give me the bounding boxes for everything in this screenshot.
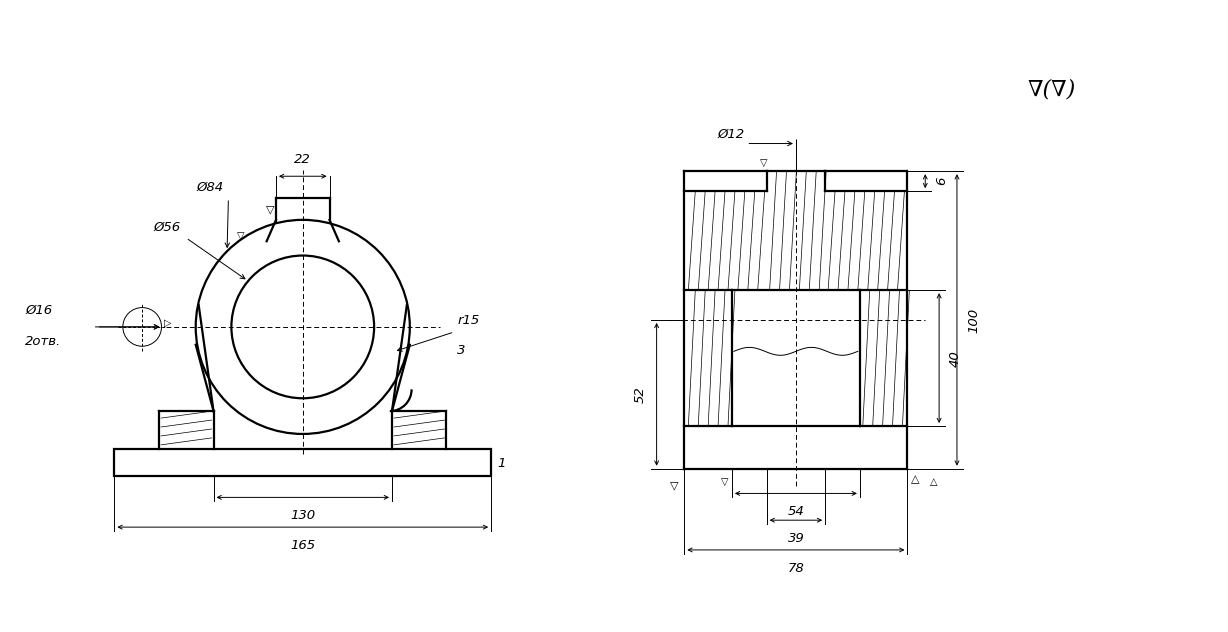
Text: ▽: ▽ [237,231,244,241]
Text: r15: r15 [457,314,480,327]
Text: 22: 22 [295,154,311,166]
Text: 1: 1 [497,457,506,470]
Text: ▽: ▽ [760,158,768,168]
Text: 40: 40 [949,349,962,367]
Text: 2отв.: 2отв. [26,335,61,348]
Text: Ø84: Ø84 [196,181,223,194]
Text: ∇(∇): ∇(∇) [1027,78,1076,100]
Text: 165: 165 [290,539,316,552]
Text: △: △ [911,475,920,485]
Text: 100: 100 [966,307,980,332]
Text: 52: 52 [634,386,647,403]
Bar [114,449,491,476]
Text: ▽: ▽ [670,480,678,490]
Text: △: △ [930,477,937,487]
Text: Ø12: Ø12 [717,128,744,140]
Text: Ø56: Ø56 [154,221,181,234]
Text: 54: 54 [787,506,804,518]
Text: 78: 78 [787,562,804,575]
Text: 130: 130 [290,509,316,522]
Text: ▷: ▷ [165,318,172,328]
Text: 3: 3 [457,344,465,356]
Text: ▽: ▽ [266,205,275,215]
Text: Ø16: Ø16 [26,304,53,317]
Text: 39: 39 [787,532,804,545]
Text: ▽: ▽ [721,477,728,487]
Text: 6: 6 [936,177,948,185]
